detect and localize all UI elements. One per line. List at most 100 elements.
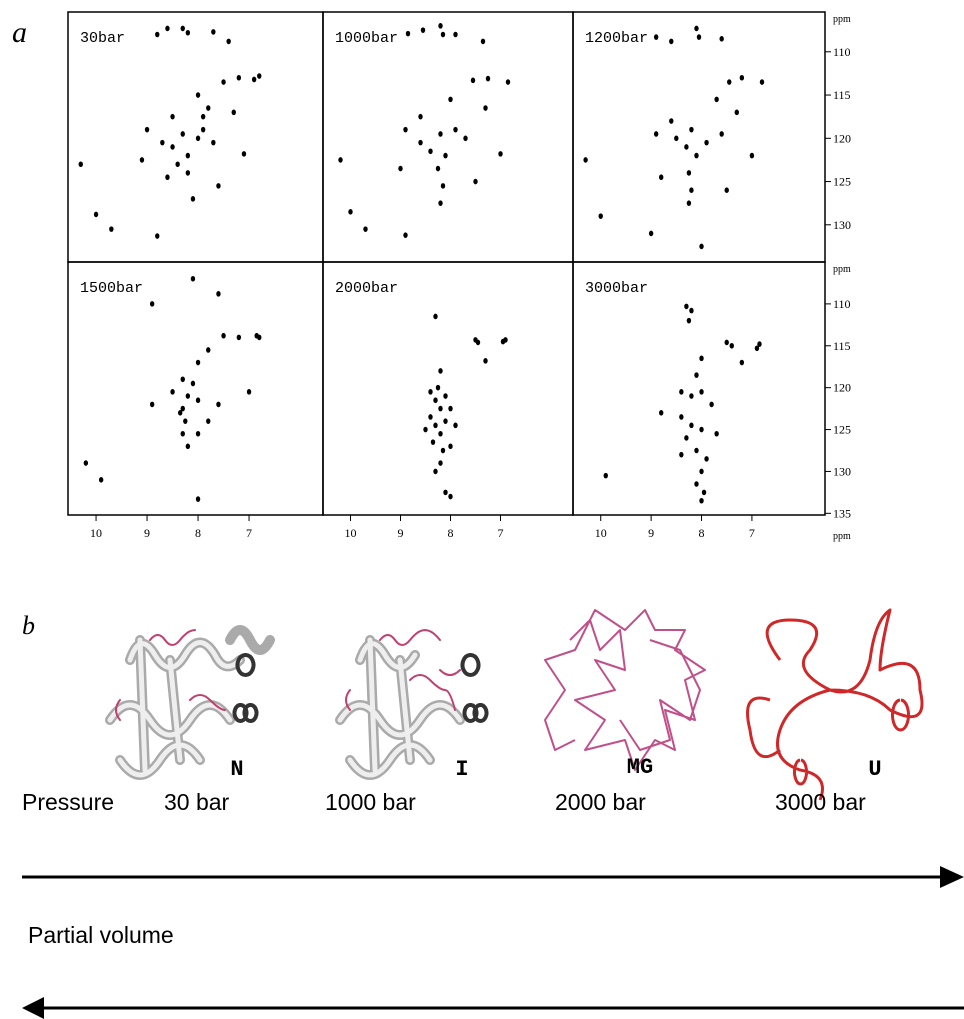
peak <box>749 152 755 159</box>
peak <box>149 401 155 408</box>
peak <box>200 126 206 133</box>
peak <box>433 422 438 429</box>
peak <box>448 405 453 412</box>
peak <box>93 211 99 218</box>
y-tick-label: 110 <box>833 45 851 59</box>
peak <box>160 139 165 146</box>
peak <box>759 79 765 85</box>
peak <box>195 496 201 502</box>
peak <box>216 291 221 297</box>
panel-title: 1000bar <box>335 30 398 47</box>
x-tick-label: 9 <box>648 526 654 540</box>
peak <box>433 468 438 475</box>
peak <box>170 389 175 395</box>
peak <box>483 105 488 111</box>
peak <box>221 79 226 85</box>
x-tick-label: 7 <box>246 526 252 540</box>
peak <box>689 126 694 133</box>
pressure-label: 3000 bar <box>775 789 866 815</box>
peak <box>435 165 441 172</box>
pressure-label: 30 bar <box>164 789 230 815</box>
peak <box>443 152 448 159</box>
peak <box>403 232 408 238</box>
peak <box>448 96 453 103</box>
peak <box>185 29 191 36</box>
peak <box>463 135 468 142</box>
arrow-head <box>940 866 964 888</box>
peak <box>701 489 707 496</box>
peak <box>348 209 353 215</box>
peak <box>195 430 201 437</box>
structure-U <box>746 608 924 801</box>
peak <box>453 31 458 38</box>
peak <box>603 472 608 479</box>
peak <box>686 200 692 206</box>
peak <box>183 418 188 424</box>
peak <box>438 131 443 137</box>
x-tick-label: 9 <box>144 526 150 540</box>
peak <box>754 345 760 352</box>
peak <box>195 397 201 404</box>
peak <box>694 152 699 159</box>
peak <box>669 38 674 45</box>
peak <box>480 38 486 45</box>
y-tick-label: 120 <box>833 381 851 395</box>
peak <box>195 135 201 142</box>
peak <box>689 187 694 194</box>
peak <box>190 380 196 387</box>
y-tick-label: 125 <box>833 423 851 437</box>
peak <box>734 109 739 116</box>
arrow-head <box>22 997 44 1019</box>
peak <box>216 183 221 189</box>
panel-title: 30bar <box>80 30 125 47</box>
peak <box>185 170 191 176</box>
peak <box>257 73 262 79</box>
peak <box>438 23 443 29</box>
peak <box>438 368 443 374</box>
panel-frame <box>322 261 574 516</box>
peak <box>433 313 438 320</box>
peak <box>185 152 191 159</box>
peak <box>694 25 699 32</box>
peak <box>659 174 664 181</box>
peak <box>109 226 114 232</box>
x-tick-label: 7 <box>749 526 755 540</box>
peak <box>216 401 221 408</box>
peak <box>739 359 745 366</box>
peak <box>170 113 175 120</box>
peak <box>679 414 684 420</box>
peak <box>428 414 433 420</box>
peak <box>398 165 403 172</box>
peak <box>180 131 185 137</box>
peak <box>438 430 443 437</box>
peak <box>236 74 242 81</box>
peak <box>473 178 478 185</box>
structure-label: I <box>455 757 468 782</box>
peak <box>165 25 170 32</box>
panel-frame <box>572 11 826 263</box>
peak <box>719 36 724 42</box>
peak <box>669 118 674 124</box>
peak <box>453 422 458 429</box>
y-tick-label: 125 <box>833 175 851 189</box>
peak <box>453 126 458 133</box>
peak <box>714 96 719 103</box>
peak <box>418 139 423 146</box>
peak <box>363 226 368 232</box>
peak <box>180 376 185 383</box>
x-tick-label: 7 <box>498 526 504 540</box>
peak <box>428 389 433 395</box>
peak <box>206 418 211 424</box>
y-tick-label: 130 <box>833 218 851 232</box>
peak <box>659 409 664 416</box>
peak <box>699 468 704 475</box>
y-tick-label: 135 <box>833 506 851 520</box>
peak <box>195 92 201 98</box>
pressure-label: 2000 bar <box>555 789 646 815</box>
peak <box>598 213 603 219</box>
peak <box>190 275 196 282</box>
peak <box>206 347 211 353</box>
peak <box>694 481 699 487</box>
